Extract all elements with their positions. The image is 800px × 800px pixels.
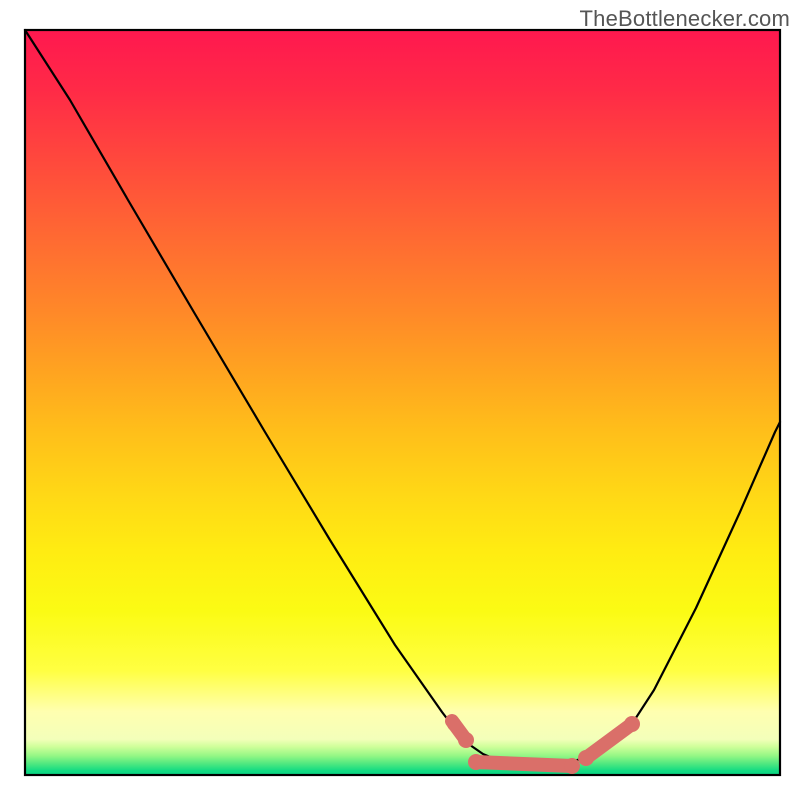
crayon-dot xyxy=(564,758,580,774)
crayon-dot xyxy=(624,716,640,732)
bottleneck-chart xyxy=(0,0,800,800)
crayon-dot xyxy=(458,732,474,748)
watermark-text: TheBottlenecker.com xyxy=(580,6,790,32)
crayon-stroke xyxy=(476,762,572,766)
crayon-dot xyxy=(578,750,594,766)
crayon-dot xyxy=(447,717,461,731)
plot-area xyxy=(25,30,780,775)
crayon-dot xyxy=(468,754,484,770)
